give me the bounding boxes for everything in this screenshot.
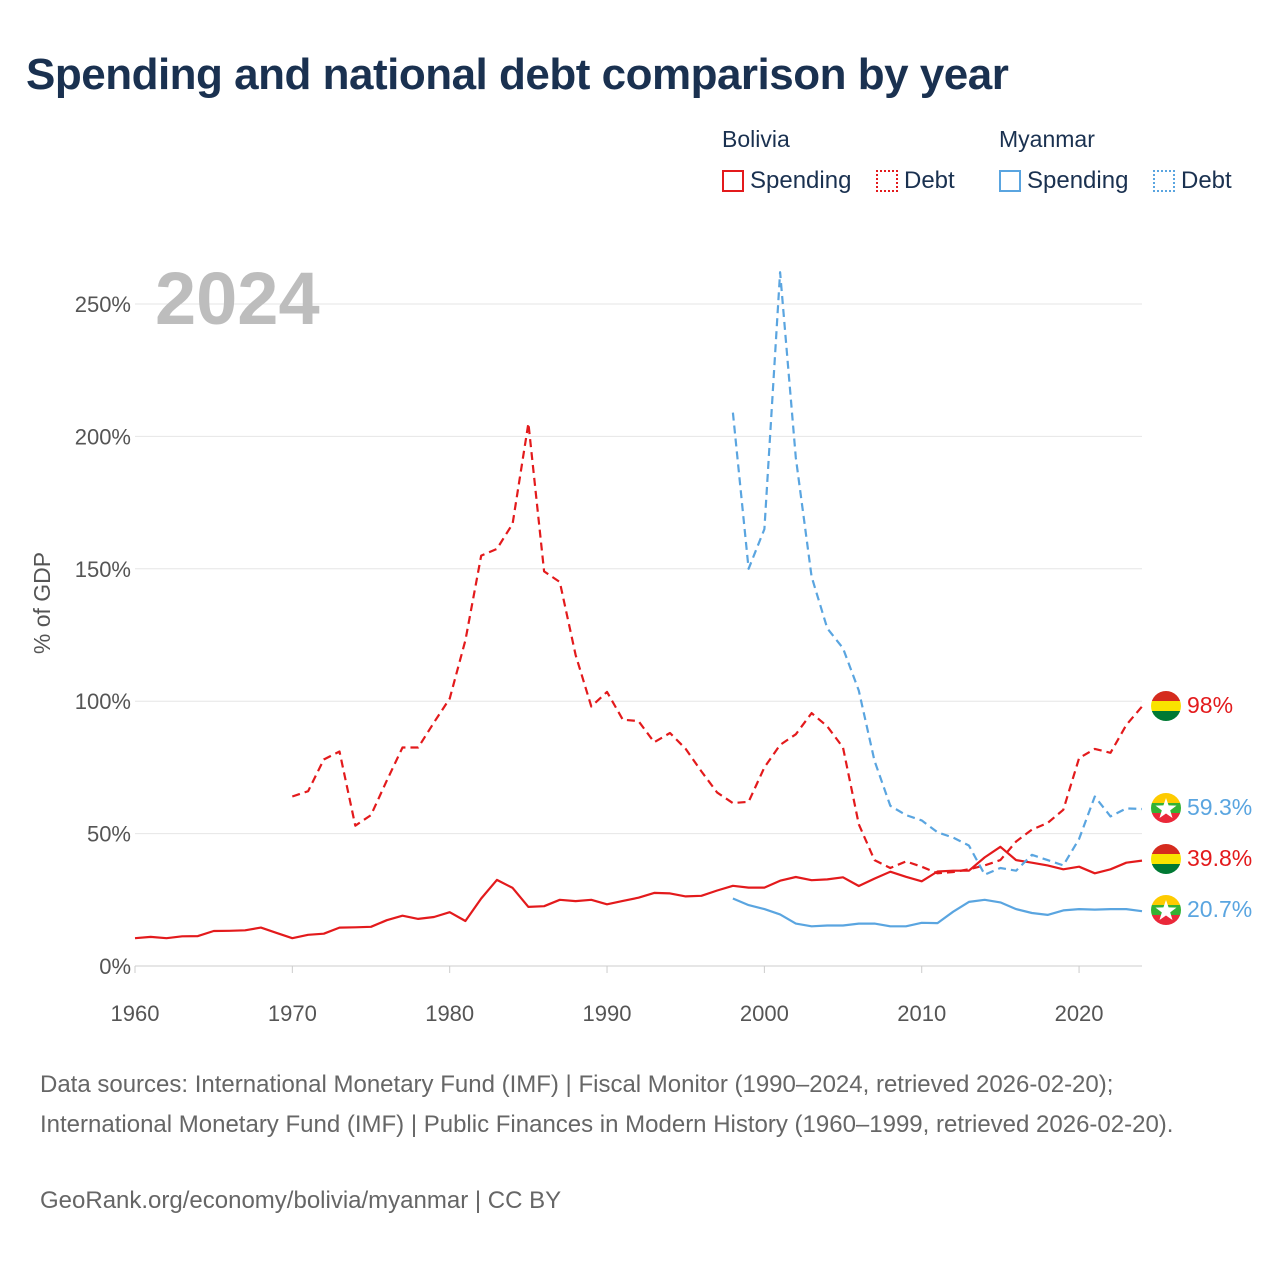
legend-label: Debt — [1181, 167, 1232, 194]
y-axis-label: % of GDP — [29, 552, 55, 654]
bolivia-flag-icon — [1151, 691, 1181, 721]
legend-bolivia-spending[interactable]: Spending — [722, 167, 851, 195]
series-layer — [134, 271, 1143, 940]
legend-title-myanmar: Myanmar — [999, 126, 1095, 152]
end-label-bolivia-debt: 98% — [1187, 692, 1233, 718]
legend-label: Debt — [904, 167, 955, 194]
series-line-bolivia-spending[interactable] — [134, 845, 1143, 940]
x-tick-label: 1990 — [583, 1001, 632, 1026]
series-line-bolivia-debt[interactable] — [291, 422, 1143, 875]
chart-title: Spending and national debt comparison by… — [26, 50, 1009, 99]
credit-link[interactable]: GeoRank.org/economy/bolivia/myanmar | CC… — [40, 1187, 562, 1214]
legend-bolivia-debt[interactable]: Debt — [876, 167, 955, 195]
dotted-swatch-icon — [876, 170, 898, 192]
x-tick-label: 1960 — [111, 1001, 160, 1026]
x-tick-label: 2020 — [1055, 1001, 1104, 1026]
y-tick-label: 200% — [75, 424, 131, 449]
bolivia-flag-icon — [1151, 844, 1181, 874]
dotted-swatch-icon — [1153, 170, 1175, 192]
line-chart: 2024 0%50%100%150%200%250% 1960 1970 1980 1… — [29, 257, 1252, 1026]
myanmar-flag-icon — [1151, 793, 1181, 823]
end-label-myanmar-spending: 20.7% — [1187, 896, 1252, 922]
y-tick-label: 150% — [75, 557, 131, 582]
series-line-myanmar-debt[interactable] — [731, 271, 1143, 876]
legend-myanmar-spending[interactable]: Spending — [999, 167, 1128, 195]
y-tick-label: 0% — [99, 954, 131, 979]
year-watermark: 2024 — [155, 257, 320, 340]
y-axis: 0% 50% 100% 150% 200% 250% — [75, 292, 131, 979]
solid-swatch-icon — [722, 170, 744, 192]
x-axis: 1960 1970 1980 1990 2000 2010 2020 — [111, 966, 1104, 1026]
y-tick-label: 250% — [75, 292, 131, 317]
end-label-bolivia-spending: 39.8% — [1187, 845, 1252, 871]
x-tick-label: 2000 — [740, 1001, 789, 1026]
x-tick-label: 1980 — [425, 1001, 474, 1026]
end-label-myanmar-debt: 59.3% — [1187, 794, 1252, 820]
gridlines — [135, 303, 1142, 967]
y-tick-label: 100% — [75, 689, 131, 714]
solid-swatch-icon — [999, 170, 1021, 192]
myanmar-flag-icon — [1151, 895, 1181, 925]
x-tick-label: 2010 — [897, 1001, 946, 1026]
legend-label: Spending — [1027, 167, 1129, 194]
legend-myanmar-debt[interactable]: Debt — [1153, 167, 1232, 195]
data-sources: Data sources: International Monetary Fun… — [40, 1071, 1174, 1138]
x-tick-label: 1970 — [268, 1001, 317, 1026]
series-line-myanmar-spending[interactable] — [732, 897, 1143, 928]
legend-label: Spending — [750, 167, 852, 194]
legend-title-bolivia: Bolivia — [722, 126, 790, 152]
y-tick-label: 50% — [87, 822, 131, 847]
